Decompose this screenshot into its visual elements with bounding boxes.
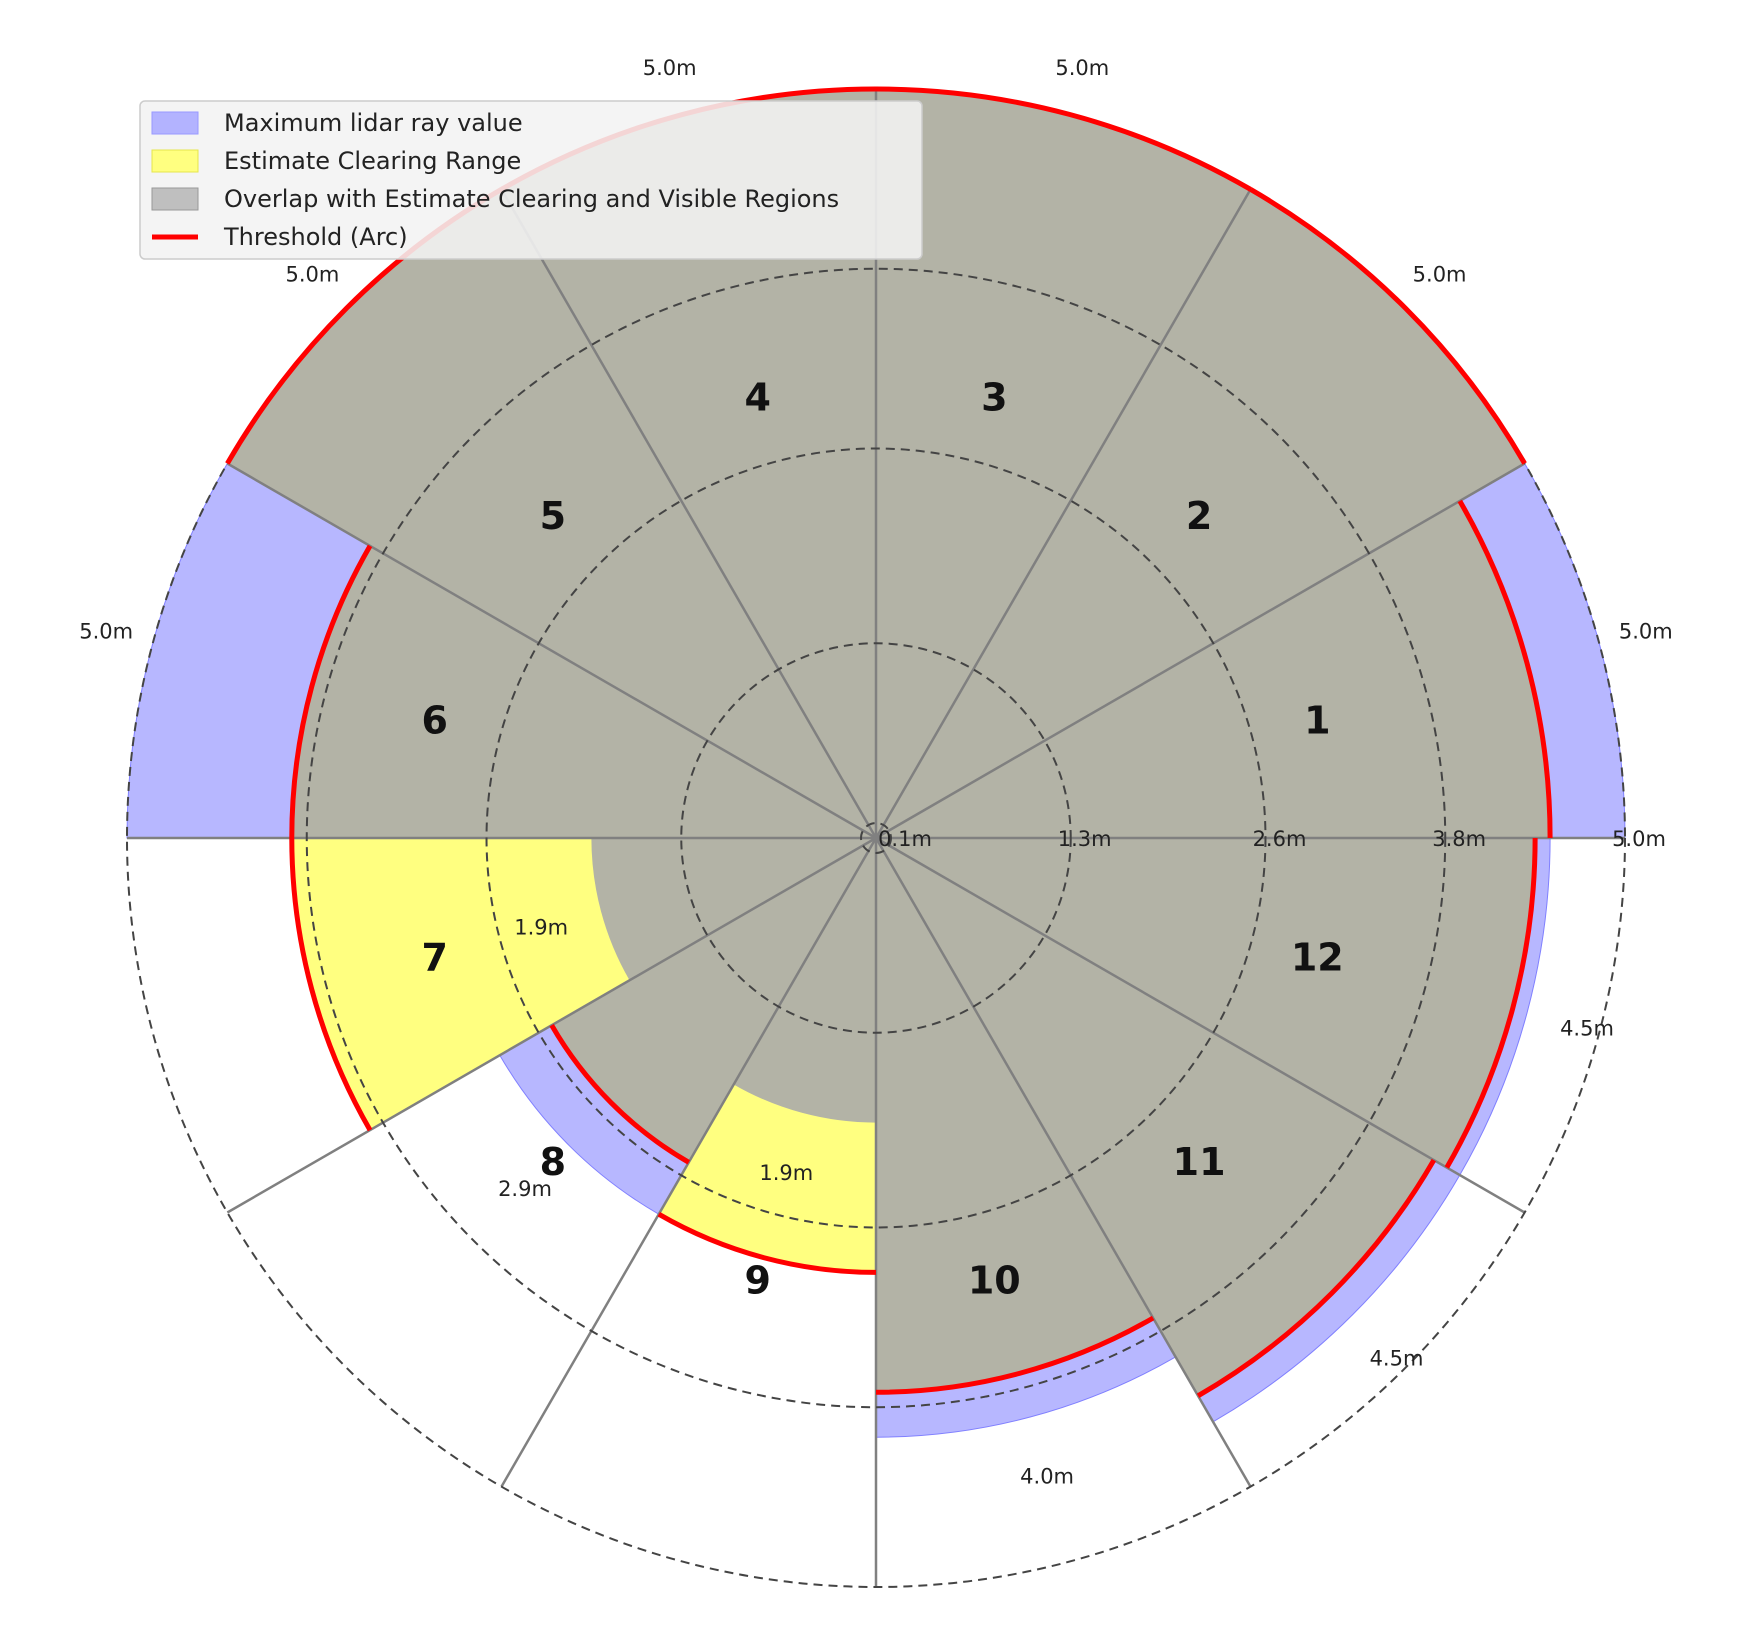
radial-tick-label-2: 2.6m	[1253, 827, 1307, 851]
radial-tick-label-1: 1.3m	[1058, 827, 1112, 851]
legend-swatch-overlap	[151, 187, 199, 211]
grid-ring-2	[485, 447, 1267, 1229]
sector-label-6: 6	[421, 699, 447, 743]
grid-ring-1	[680, 642, 1072, 1034]
legend-frame	[139, 100, 923, 260]
radial-spoke	[226, 462, 877, 840]
sector-label-9: 9	[744, 1258, 770, 1302]
max-value-label-10: 4.0m	[1020, 1465, 1074, 1489]
bar-layer	[126, 88, 1626, 1438]
legend-label-max-lidar: Maximum lidar ray value	[224, 109, 523, 137]
max-value-label-4: 5.0m	[643, 56, 697, 80]
threshold-arc-1	[1457, 499, 1553, 839]
radial-tick-label-4: 5.0m	[1612, 827, 1666, 851]
radial-tick-label-3: 3.8m	[1432, 827, 1486, 851]
grid-ring-0	[860, 822, 892, 854]
sector-label-12: 12	[1291, 935, 1344, 979]
max-value-label-5: 5.0m	[285, 262, 339, 286]
max-value-label-8: 2.9m	[498, 1177, 552, 1201]
radial-spoke	[875, 836, 1526, 1214]
radial-spoke	[500, 188, 878, 839]
max-value-label-12: 4.5m	[1560, 1017, 1614, 1041]
sector-label-10: 10	[968, 1258, 1021, 1302]
radial-spoke	[874, 837, 1252, 1488]
overlap-wedge-8	[551, 838, 876, 1163]
max-value-label-9: 1.9m	[759, 1161, 813, 1185]
sector-label-7: 7	[421, 935, 447, 979]
threshold-arc-11	[1196, 1158, 1437, 1399]
max-value-label-6: 5.0m	[79, 620, 133, 644]
overlap-wedge-5	[227, 189, 877, 839]
overlap-wedge-12	[876, 838, 1536, 1168]
threshold-arc-3	[875, 86, 1252, 192]
sector-label-5: 5	[540, 494, 566, 538]
sector-label-4: 4	[744, 376, 770, 420]
overlap-wedge-11	[876, 838, 1434, 1396]
overlap-wedge-6	[291, 545, 876, 838]
grid-ring-3	[305, 267, 1447, 1409]
max-value-label-3: 5.0m	[1055, 56, 1109, 80]
max-value-label-1: 5.0m	[1619, 620, 1673, 644]
legend: Maximum lidar ray value Estimate Clearin…	[139, 100, 923, 260]
threshold-arc-9	[657, 1212, 877, 1275]
sector-label-3: 3	[981, 376, 1007, 420]
label-layer: 1 5.0m 2 5.0m 3 5.0m 4 5.0m 5 5.0m 6 5.0m 7 1.9m 82.9m…	[79, 56, 1673, 1489]
threshold-arc-2	[1249, 187, 1527, 465]
sector-label-8: 8	[540, 1140, 566, 1184]
legend-swatch-max-lidar	[151, 111, 199, 135]
threshold-arc-7	[289, 837, 373, 1132]
max-value-label-2: 5.0m	[1413, 262, 1467, 286]
legend-label-estimate: Estimate Clearing Range	[224, 147, 521, 175]
overlap-wedge-2	[876, 189, 1525, 839]
legend-swatch-estimate	[151, 149, 199, 173]
overlap-wedge-10	[876, 838, 1154, 1393]
radial-spoke	[875, 462, 1526, 840]
sector-label-11: 11	[1173, 1140, 1226, 1184]
max-value-label-11: 4.5m	[1370, 1347, 1424, 1371]
legend-label-overlap: Overlap with Estimate Clearing and Visib…	[224, 185, 839, 213]
sector-label-1: 1	[1304, 699, 1330, 743]
max-value-label-7: 1.9m	[514, 916, 568, 940]
overlap-wedge-7	[591, 838, 876, 981]
threshold-arc-12	[1444, 837, 1538, 1169]
threshold-arc-10	[875, 1315, 1155, 1395]
overlap-wedge-9	[733, 838, 876, 1123]
threshold-arc-8	[549, 1023, 691, 1165]
radial-spoke	[874, 188, 1252, 839]
radial-tick-label-0: 0.1m	[878, 827, 932, 851]
threshold-arc-6	[289, 544, 373, 839]
sector-label-2: 2	[1186, 494, 1212, 538]
overlap-wedge-1	[876, 500, 1551, 838]
legend-label-threshold: Threshold (Arc)	[223, 223, 408, 251]
